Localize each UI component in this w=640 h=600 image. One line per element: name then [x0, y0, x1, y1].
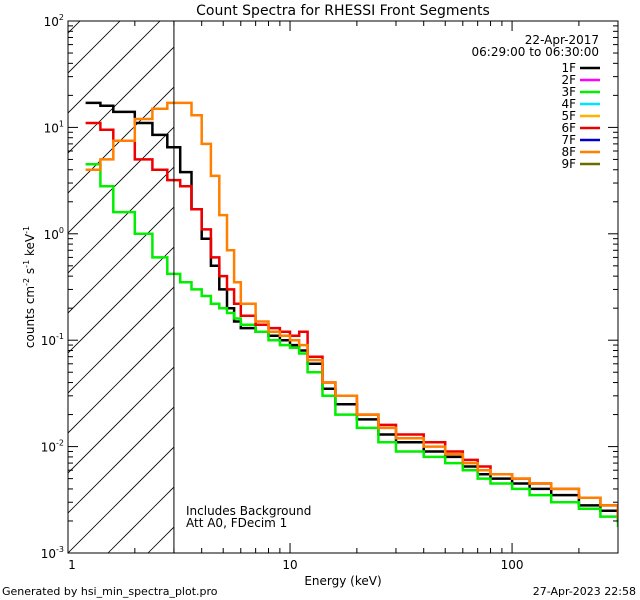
legend-label: 5F: [561, 109, 576, 123]
series-3F: [85, 163, 618, 528]
y-label-part-1: counts cm: [23, 286, 37, 348]
series-8F: [85, 101, 618, 518]
y-axis-label: counts cm-2 s-1 keV-1: [22, 226, 37, 348]
y-axis: 10-3 10-2 10-1 100 101 102: [41, 13, 618, 561]
legend-label: 4F: [561, 97, 576, 111]
time-range-label: 06:29:00 to 06:30:00: [472, 45, 599, 59]
hatch-line: [68, 406, 174, 514]
date-label: 22-Apr-2017: [525, 33, 599, 47]
legend-label: 6F: [561, 121, 576, 135]
hatch-line: [68, 46, 174, 154]
y-tick-label: 10-1: [41, 332, 64, 348]
y-label-exp-1: -2: [22, 278, 31, 286]
x-tick-label-min: 1: [68, 558, 76, 572]
hatch-line: [68, 246, 174, 354]
y-tick-label: 101: [44, 119, 64, 135]
x-tick-label: 100: [501, 558, 524, 572]
y-tick-label: 10-2: [41, 439, 64, 455]
legend-label: 7F: [561, 133, 576, 147]
legend-label: 2F: [561, 73, 576, 87]
y-label-exp-2: -1: [22, 260, 31, 268]
hatch-line: [68, 21, 121, 74]
x-axis-label: Energy (keV): [304, 574, 381, 588]
legend-label: 3F: [561, 85, 576, 99]
hatch-line: [68, 446, 174, 553]
hatch-line: [68, 21, 161, 114]
footer-generated-by: Generated by hsi_min_spectra_plot.pro: [2, 585, 218, 598]
x-tick-label: 10: [282, 558, 297, 572]
series-group: [85, 101, 618, 528]
annotation-background: Includes Background: [186, 504, 311, 518]
legend-label: 8F: [561, 145, 576, 159]
y-tick-label: 10-3: [41, 545, 64, 561]
chart-title: Count Spectra for RHESSI Front Segments: [196, 3, 490, 19]
hatch-line: [68, 206, 174, 314]
y-label-part-3: keV: [23, 233, 37, 260]
hatch-line: [68, 366, 174, 474]
y-tick-label: 102: [44, 13, 64, 29]
legend-label: 9F: [561, 157, 576, 171]
y-tick-label: 100: [44, 226, 64, 242]
y-label-part-2: s: [23, 268, 37, 278]
footer-timestamp: 27-Apr-2023 22:58: [533, 585, 636, 598]
hatched-region: [68, 21, 174, 553]
hatch-line: [68, 166, 174, 274]
plot-frame: [67, 20, 619, 554]
y-label-exp-3: -1: [22, 226, 31, 234]
annotation-attenuator: Att A0, FDecim 1: [186, 516, 287, 530]
legend-label: 1F: [561, 61, 576, 75]
